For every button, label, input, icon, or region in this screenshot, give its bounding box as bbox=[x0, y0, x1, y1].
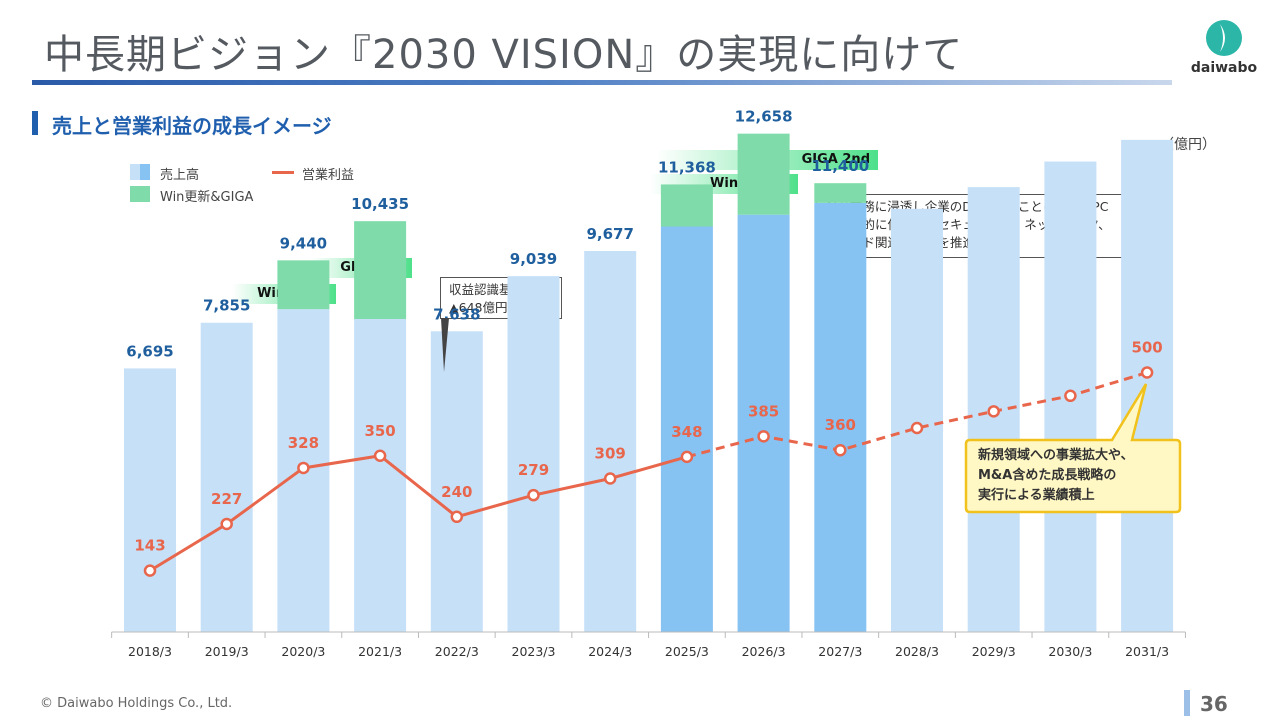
profit-value-label: 385 bbox=[748, 402, 779, 420]
x-tick-label: 2030/3 bbox=[1048, 644, 1092, 659]
sales-total-label: 6,695 bbox=[126, 342, 173, 360]
tag-giga-1st: GIGA 1st bbox=[312, 258, 412, 278]
sales-total-label: 9,440 bbox=[280, 234, 327, 252]
growth-callout-line3: 実行による業績積上 bbox=[978, 488, 1095, 503]
profit-value-label: 279 bbox=[518, 461, 549, 479]
callout-revenue-recognition-line1: 収益認識基準 bbox=[449, 282, 525, 297]
legend-label-sales: 売上高 bbox=[160, 168, 200, 183]
profit-point bbox=[1140, 366, 1154, 379]
x-tick-label: 2025/3 bbox=[665, 644, 709, 659]
legend-swatch-op-profit bbox=[272, 171, 294, 174]
callout-ai-dx: AIが業務に浸透し企業のDXが進むことにより、PC を安定的に供給し、セキュリテ… bbox=[816, 194, 1168, 258]
legend-label-win-giga: Win更新&GIGA bbox=[160, 190, 254, 205]
x-tick-label: 2020/3 bbox=[281, 644, 325, 659]
profit-point bbox=[143, 564, 157, 577]
profit-point bbox=[680, 450, 694, 464]
profit-value-label: 240 bbox=[441, 483, 472, 501]
profit-value-label: 348 bbox=[671, 423, 702, 441]
page-number-marker bbox=[1184, 690, 1190, 716]
callout-ai-dx-line1: AIが業務に浸透し企業のDXが進むことにより、PC bbox=[825, 199, 1109, 214]
sales-total-label: 12,658 bbox=[735, 108, 793, 126]
profit-value-label: 350 bbox=[364, 422, 395, 440]
unit-label: （億円） bbox=[1160, 137, 1216, 153]
x-tick-label: 2028/3 bbox=[895, 644, 939, 659]
tag-win7-eos: Win7 EOS bbox=[232, 284, 336, 304]
x-tick-label: 2029/3 bbox=[972, 644, 1016, 659]
section-subtitle: 売上と営業利益の成長イメージ bbox=[52, 114, 332, 138]
x-tick-label: 2031/3 bbox=[1125, 644, 1169, 659]
callout-pointer bbox=[441, 318, 449, 372]
sales-total-label: 10,435 bbox=[351, 195, 409, 213]
callout-ai-dx-line2: を安定的に供給し、セキュリティ、ネットワーク、 bbox=[825, 217, 1111, 232]
profit-value-label: 328 bbox=[288, 434, 319, 452]
profit-value-label: 309 bbox=[595, 445, 626, 463]
growth-callout-text: 新規領域への事業拡大や、 M&A含めた成長戦略の 実行による業績積上 bbox=[978, 446, 1174, 506]
callout-revenue-recognition: 収益認識基準 ▲648億円適用 bbox=[440, 277, 562, 319]
profit-point bbox=[1064, 389, 1077, 403]
legend-label-op-profit: 営業利益 bbox=[302, 168, 355, 183]
bar-sales bbox=[737, 214, 790, 632]
profit-point bbox=[297, 461, 310, 475]
growth-callout-line1: 新規領域への事業拡大や、 bbox=[978, 448, 1134, 463]
callout-revenue-recognition-line2: ▲648億円適用 bbox=[449, 300, 533, 315]
profit-value-label: 143 bbox=[134, 537, 165, 555]
profit-value-label: 360 bbox=[825, 416, 856, 434]
profit-point bbox=[757, 430, 770, 443]
legend-swatch-win-giga bbox=[130, 186, 150, 202]
profit-point bbox=[450, 510, 464, 524]
tag-win10-eos: Win10 EOS bbox=[650, 174, 798, 194]
bar-sales bbox=[584, 251, 637, 632]
bar-sales bbox=[200, 322, 253, 632]
profit-value-label: 500 bbox=[1131, 339, 1162, 357]
bar-sales bbox=[354, 319, 407, 632]
title-rule bbox=[32, 80, 1172, 85]
profit-line-actual bbox=[149, 454, 688, 572]
legend-swatch-sales bbox=[130, 164, 150, 180]
bar-sales bbox=[430, 331, 483, 632]
callout-ai-dx-line3: クラウド関連の成長を推進 bbox=[825, 235, 976, 250]
x-tick-label: 2019/3 bbox=[205, 644, 249, 659]
x-tick-label: 2018/3 bbox=[128, 644, 172, 659]
copyright-footer: © Daiwabo Holdings Co., Ltd. bbox=[40, 696, 233, 711]
x-tick-label: 2021/3 bbox=[358, 644, 402, 659]
logo-text: daiwabo bbox=[1190, 60, 1258, 76]
bar-sales bbox=[660, 226, 713, 632]
profit-point bbox=[373, 449, 387, 462]
sales-total-label: 9,677 bbox=[586, 225, 633, 243]
bar-sales bbox=[814, 202, 867, 632]
bar-sales bbox=[891, 208, 943, 632]
profit-point bbox=[220, 517, 233, 531]
profit-point bbox=[603, 472, 617, 485]
growth-callout-line2: M&A含めた成長戦略の bbox=[978, 468, 1117, 483]
x-tick-label: 2026/3 bbox=[742, 644, 786, 659]
sales-total-label: 9,039 bbox=[510, 250, 557, 268]
profit-line-plan bbox=[686, 371, 1148, 459]
profit-point bbox=[987, 405, 1000, 418]
x-tick-label: 2022/3 bbox=[435, 644, 479, 659]
bar-sales bbox=[124, 368, 176, 632]
profit-point bbox=[527, 488, 540, 502]
page-title: 中長期ビジョン『2030 VISION』の実現に向けて bbox=[44, 32, 964, 78]
profit-point bbox=[834, 443, 847, 457]
x-tick-label: 2027/3 bbox=[818, 644, 862, 659]
x-tick-label: 2024/3 bbox=[588, 644, 632, 659]
profit-point bbox=[910, 421, 924, 435]
x-tick-label: 2023/3 bbox=[512, 644, 556, 659]
subtitle-marker bbox=[32, 111, 38, 135]
page-number: 36 bbox=[1200, 692, 1228, 716]
profit-value-label: 227 bbox=[211, 490, 242, 508]
bar-sales bbox=[507, 276, 560, 632]
tag-giga-2nd: GIGA 2nd bbox=[656, 150, 878, 170]
daiwabo-logo-icon bbox=[1206, 20, 1242, 56]
bar-sales bbox=[277, 309, 330, 632]
